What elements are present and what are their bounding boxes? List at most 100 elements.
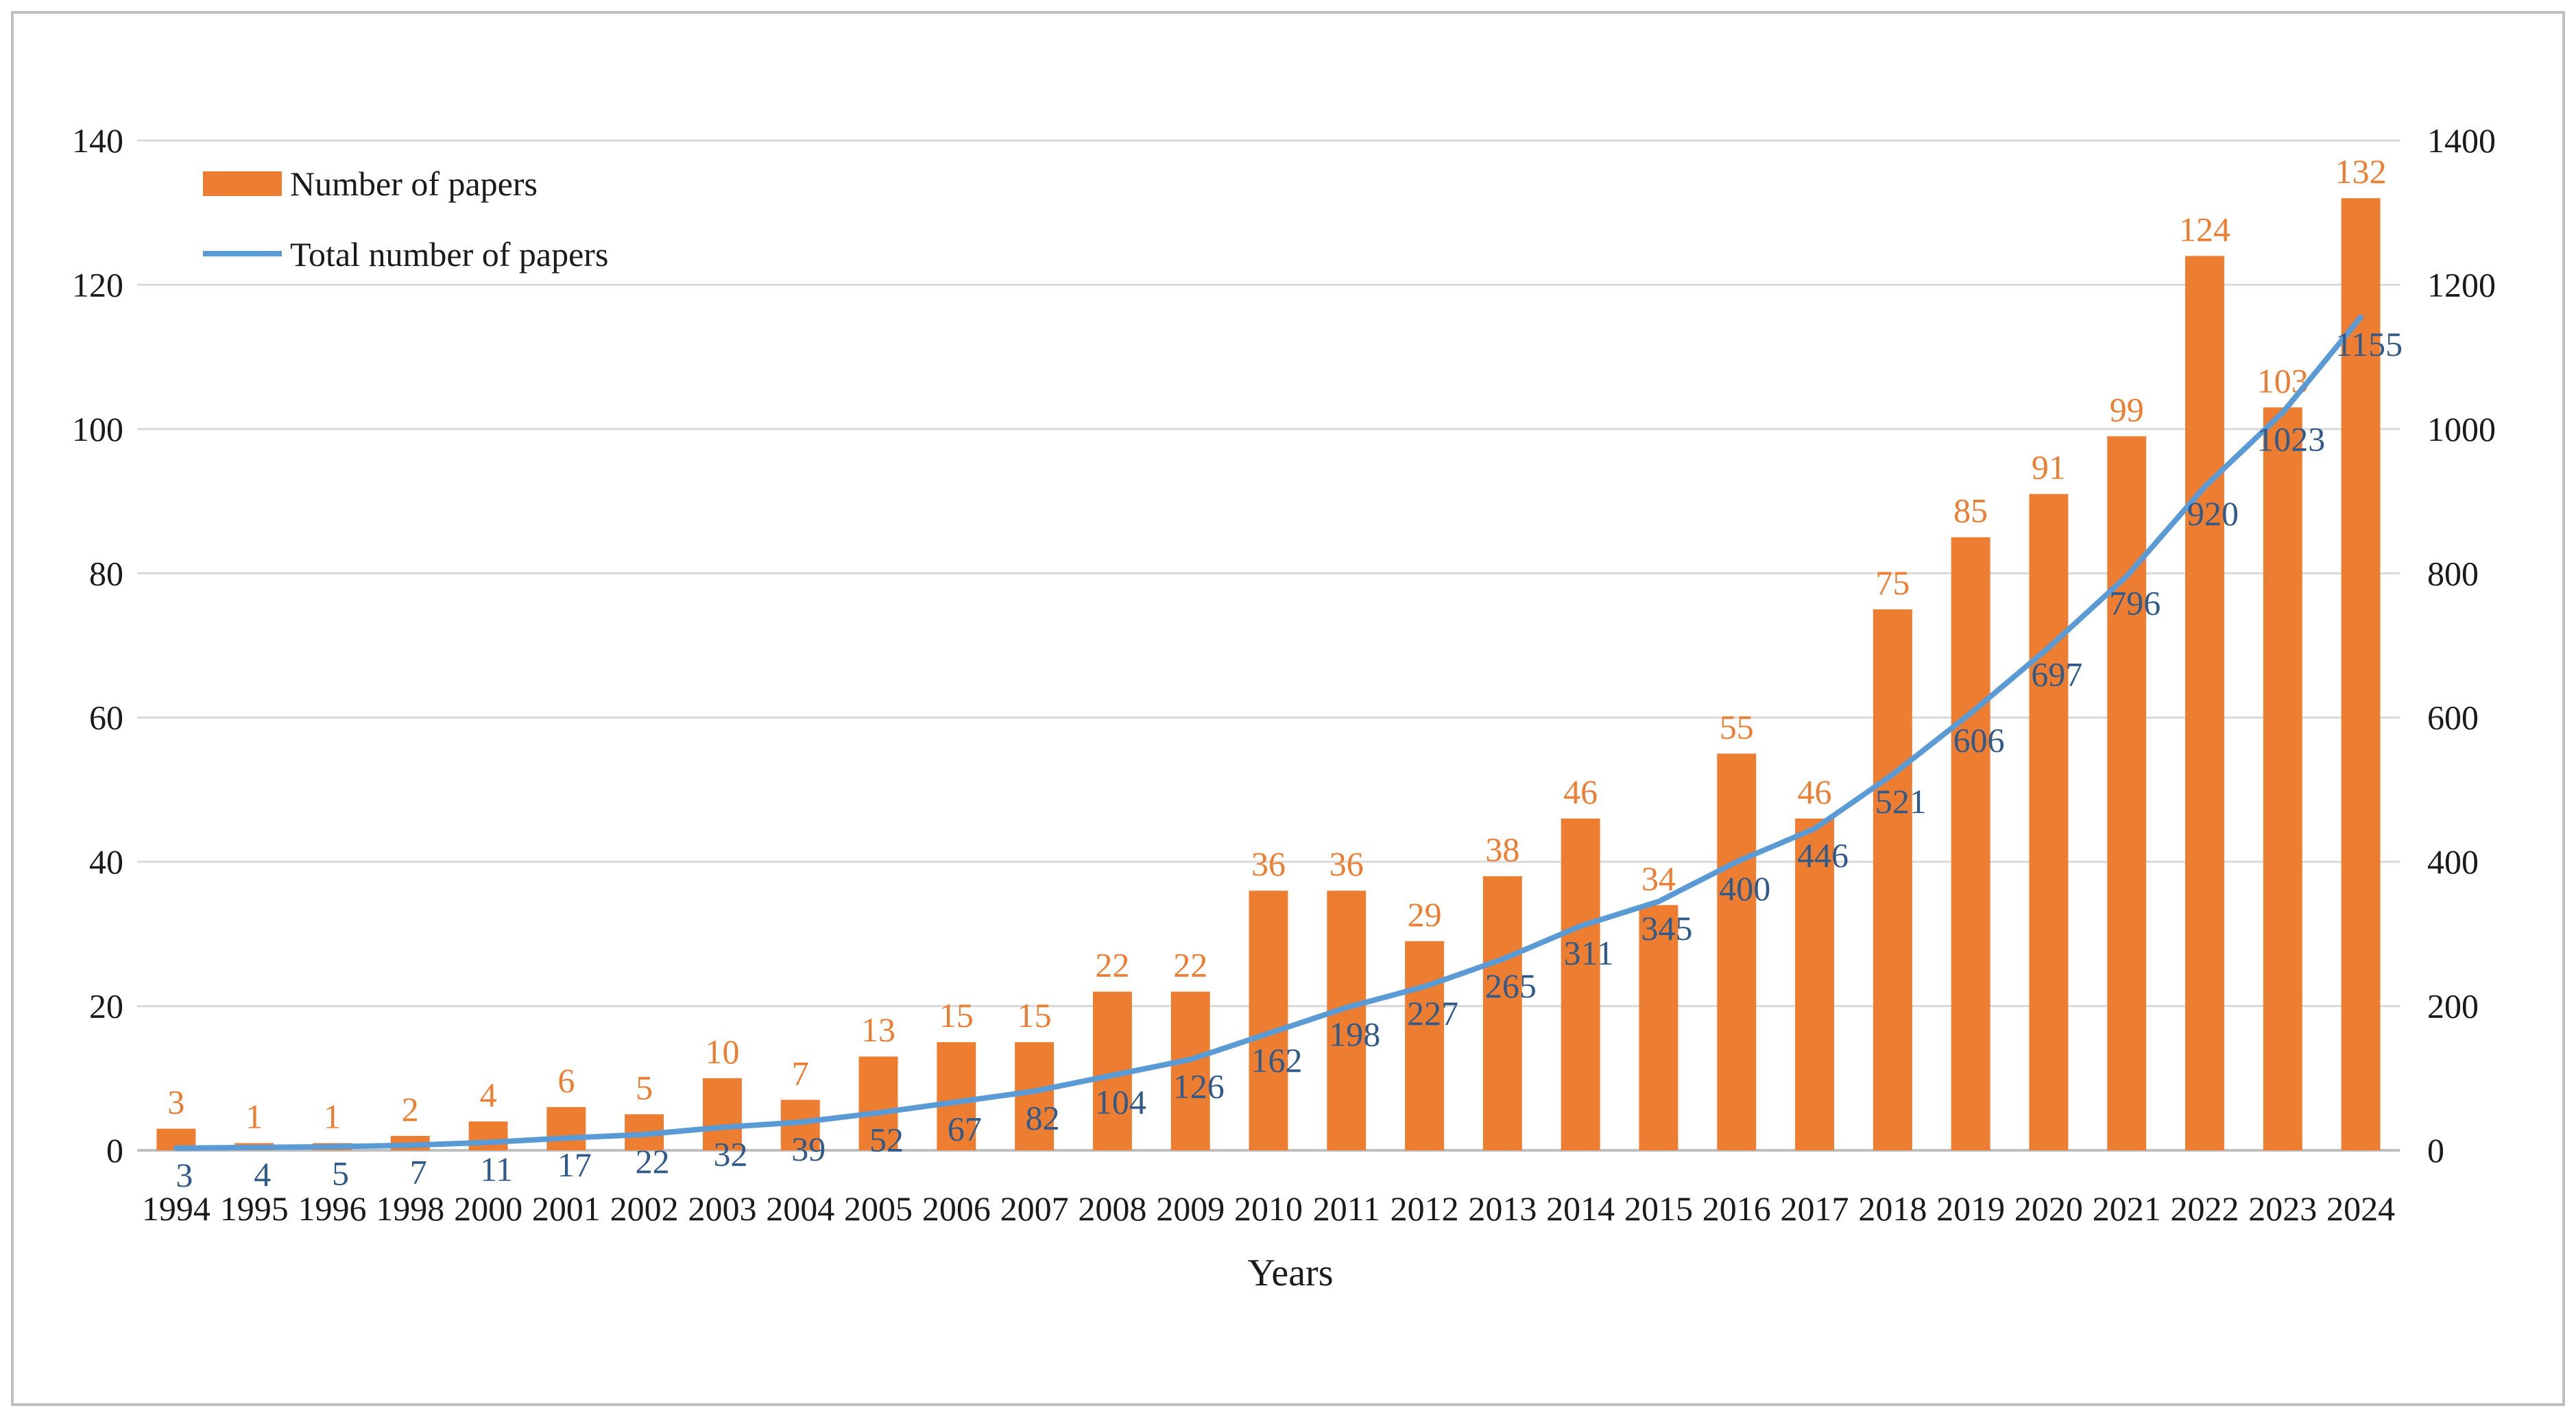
bar bbox=[2341, 198, 2381, 1151]
line-data-label: 198 bbox=[1329, 1015, 1380, 1054]
x-tick-label: 2013 bbox=[1468, 1189, 1537, 1228]
bar bbox=[2029, 494, 2069, 1150]
x-tick-label: 1996 bbox=[298, 1189, 366, 1228]
bar-data-label: 15 bbox=[939, 996, 974, 1034]
x-tick-label: 2020 bbox=[2014, 1189, 2083, 1228]
x-tick-label: 2019 bbox=[1936, 1189, 2005, 1228]
bar bbox=[1327, 891, 1367, 1150]
bar-data-label: 46 bbox=[1563, 773, 1598, 811]
line-data-label: 920 bbox=[2187, 494, 2239, 533]
bar-data-label: 85 bbox=[1953, 492, 1988, 530]
right-y-tick-label: 1400 bbox=[2427, 121, 2496, 160]
line-data-label: 521 bbox=[1875, 782, 1927, 821]
x-tick-label: 2002 bbox=[610, 1189, 679, 1228]
bar bbox=[703, 1078, 742, 1150]
right-y-tick-label: 1000 bbox=[2427, 410, 2496, 448]
bar bbox=[1873, 609, 1912, 1150]
left-y-tick-label: 80 bbox=[89, 554, 123, 592]
x-tick-label: 2009 bbox=[1156, 1189, 1225, 1228]
bar-data-label: 46 bbox=[1798, 773, 1832, 811]
line-data-label: 7 bbox=[410, 1153, 427, 1191]
bar-data-label: 34 bbox=[1641, 859, 1676, 897]
bar bbox=[2107, 436, 2147, 1150]
line-data-label: 32 bbox=[713, 1135, 747, 1173]
x-tick-label: 2008 bbox=[1078, 1189, 1146, 1228]
x-tick-label: 2016 bbox=[1702, 1189, 1771, 1228]
x-tick-label: 1994 bbox=[142, 1189, 210, 1228]
line-data-label: 104 bbox=[1095, 1083, 1146, 1122]
bar bbox=[1170, 991, 1210, 1150]
left-y-tick-label: 40 bbox=[89, 843, 123, 881]
x-tick-label: 2015 bbox=[1624, 1189, 1693, 1228]
bar-data-label: 75 bbox=[1875, 564, 1910, 602]
x-tick-label: 1995 bbox=[220, 1189, 289, 1228]
bar-data-label: 36 bbox=[1251, 845, 1286, 883]
bar bbox=[1795, 819, 1834, 1150]
bar-data-label: 2 bbox=[402, 1090, 419, 1128]
bar bbox=[2185, 256, 2224, 1150]
gridlines bbox=[137, 139, 2400, 1152]
bar-data-label: 1 bbox=[245, 1097, 263, 1135]
right-y-tick-label: 400 bbox=[2427, 843, 2479, 881]
bar bbox=[937, 1042, 976, 1150]
x-tick-label: 2006 bbox=[922, 1189, 991, 1228]
bar-data-label: 5 bbox=[636, 1068, 653, 1106]
left-y-tick-label: 120 bbox=[72, 265, 123, 304]
bar-data-label: 22 bbox=[1173, 946, 1207, 984]
bar-data-label: 132 bbox=[2335, 152, 2387, 191]
right-y-tick-label: 600 bbox=[2427, 699, 2479, 737]
bar-data-label: 124 bbox=[2179, 210, 2230, 248]
line-data-label: 311 bbox=[1564, 934, 1614, 972]
bar-data-label: 36 bbox=[1329, 845, 1364, 883]
bar-data-label: 55 bbox=[1720, 707, 1754, 746]
line-data-label: 82 bbox=[1026, 1099, 1060, 1137]
left-y-tick-label: 20 bbox=[89, 987, 123, 1026]
line-data-label: 1023 bbox=[2256, 420, 2325, 459]
right-y-tick-label: 800 bbox=[2427, 554, 2479, 592]
x-axis-title: Years bbox=[1248, 1252, 1334, 1294]
x-tick-label: 2001 bbox=[532, 1189, 601, 1228]
x-tick-label: 2005 bbox=[844, 1189, 913, 1228]
bar bbox=[1717, 753, 1757, 1150]
bar bbox=[2263, 407, 2302, 1150]
right-y-tick-label: 1200 bbox=[2427, 265, 2496, 304]
bar-data-label: 3 bbox=[167, 1082, 184, 1121]
line-data-label: 126 bbox=[1173, 1067, 1225, 1105]
bar-data-label: 10 bbox=[705, 1032, 739, 1071]
line-data-label: 1155 bbox=[2335, 325, 2403, 363]
x-tick-label: 2010 bbox=[1234, 1189, 1303, 1228]
legend: Number of papers Total number of papers bbox=[203, 165, 608, 274]
bar-data-label: 6 bbox=[557, 1061, 575, 1100]
x-tick-label: 2003 bbox=[688, 1189, 756, 1228]
x-tick-label: 2024 bbox=[2326, 1189, 2395, 1228]
line-data-label: 606 bbox=[1953, 720, 2005, 759]
bar bbox=[1405, 941, 1445, 1150]
right-y-tick-label: 0 bbox=[2427, 1131, 2444, 1170]
x-tick-label: 2022 bbox=[2171, 1189, 2239, 1228]
line-data-label: 345 bbox=[1641, 909, 1692, 947]
left-y-tick-label: 140 bbox=[72, 121, 123, 160]
bar bbox=[468, 1121, 508, 1150]
bar bbox=[1639, 905, 1678, 1150]
left-y-axis: 0 20 40 60 80 100 120 140 bbox=[72, 121, 123, 1170]
bar-data-label: 29 bbox=[1408, 895, 1442, 934]
x-tick-label: 2004 bbox=[766, 1189, 834, 1228]
line-data-label: 52 bbox=[869, 1120, 904, 1159]
x-tick-label: 2021 bbox=[2093, 1189, 2161, 1228]
bar bbox=[1015, 1042, 1055, 1150]
line-data-label: 162 bbox=[1251, 1041, 1303, 1080]
left-y-tick-label: 0 bbox=[106, 1131, 123, 1170]
line-data-label: 796 bbox=[2109, 583, 2160, 622]
line-data-label: 22 bbox=[636, 1142, 670, 1180]
left-y-tick-label: 100 bbox=[72, 410, 123, 448]
bar bbox=[1249, 891, 1288, 1150]
bar-data-label: 4 bbox=[480, 1076, 497, 1114]
x-tick-label: 2000 bbox=[454, 1189, 522, 1228]
line-data-label: 3 bbox=[176, 1156, 193, 1194]
right-y-tick-label: 200 bbox=[2427, 987, 2479, 1026]
x-tick-label: 2018 bbox=[1858, 1189, 1927, 1228]
right-y-axis: 0 200 400 600 800 1000 1200 1400 bbox=[2427, 121, 2496, 1170]
line-series: 3 4 5 7 11 17 22 32 39 52 67 82 104 12616219822726531… bbox=[173, 314, 2403, 1194]
bar-data-label: 13 bbox=[861, 1010, 895, 1049]
